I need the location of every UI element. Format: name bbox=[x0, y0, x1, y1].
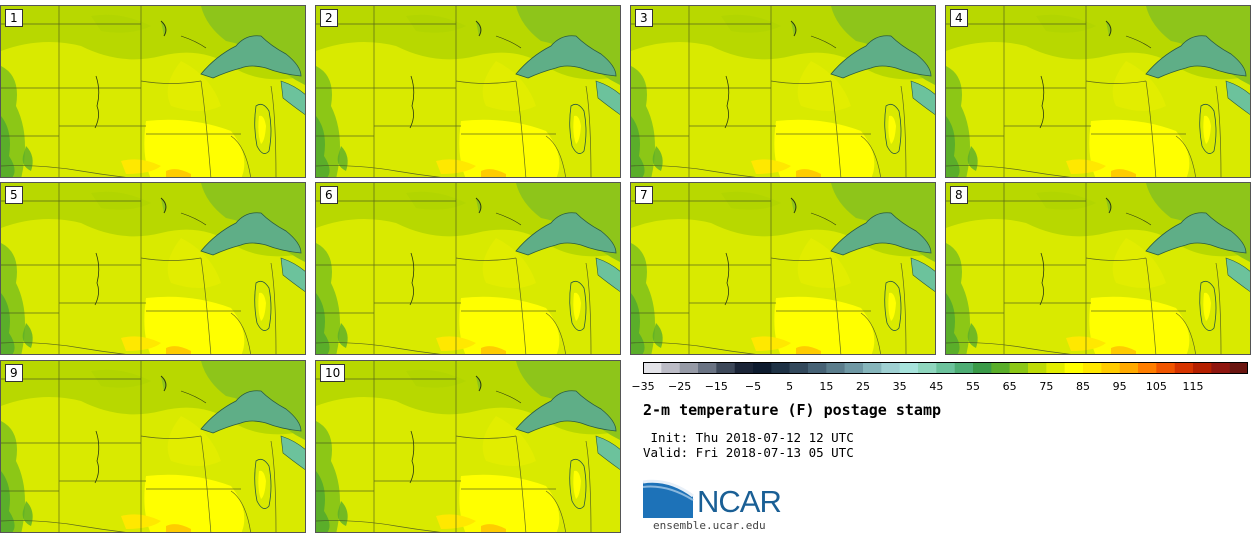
colorbar-segment bbox=[771, 362, 790, 374]
colorbar-segment bbox=[1028, 362, 1047, 374]
postage-stamp-panel: 1 bbox=[0, 5, 306, 178]
colorbar-segment bbox=[863, 362, 882, 374]
postage-stamp-panel: 9 bbox=[0, 360, 306, 533]
init-time: Init: Thu 2018-07-12 12 UTC bbox=[643, 430, 854, 445]
colorbar-tick: 85 bbox=[1076, 380, 1090, 393]
colorbar-segment bbox=[1083, 362, 1102, 374]
colorbar-segment bbox=[661, 362, 680, 374]
colorbar-segment bbox=[973, 362, 992, 374]
colorbar-segment bbox=[698, 362, 717, 374]
colorbar-segment bbox=[1101, 362, 1120, 374]
colorbar-segment bbox=[643, 362, 662, 374]
colorbar-segment bbox=[936, 362, 955, 374]
colorbar-segment bbox=[1046, 362, 1065, 374]
postage-stamp-panel: 5 bbox=[0, 182, 306, 355]
colorbar-segment bbox=[716, 362, 735, 374]
colorbar-tick: 95 bbox=[1112, 380, 1127, 393]
member-label: 4 bbox=[950, 9, 968, 27]
postage-stamp-panel: 2 bbox=[315, 5, 621, 178]
member-label: 5 bbox=[5, 186, 23, 204]
colorbar-tick: 105 bbox=[1145, 380, 1167, 393]
figure-title: 2-m temperature (F) postage stamp bbox=[643, 401, 942, 419]
postage-stamp-panel: 6 bbox=[315, 182, 621, 355]
temperature-colorbar bbox=[643, 362, 1248, 374]
colorbar-segment bbox=[991, 362, 1010, 374]
colorbar-segment bbox=[1138, 362, 1157, 374]
colorbar-segment bbox=[1156, 362, 1175, 374]
member-label: 8 bbox=[950, 186, 968, 204]
colorbar-segment bbox=[679, 362, 699, 374]
member-label: 6 bbox=[320, 186, 338, 204]
colorbar-segment bbox=[753, 362, 772, 374]
colorbar-tick: 115 bbox=[1182, 380, 1204, 393]
colorbar-tick: 25 bbox=[856, 380, 870, 393]
colorbar-tick: 15 bbox=[819, 380, 834, 393]
colorbar-tick: −25 bbox=[668, 380, 692, 393]
colorbar-segment bbox=[881, 362, 900, 374]
colorbar-segment bbox=[954, 362, 974, 374]
colorbar-tick: 75 bbox=[1039, 380, 1054, 393]
colorbar-segment bbox=[789, 362, 809, 374]
colorbar-segment bbox=[1193, 362, 1212, 374]
colorbar-tick: −5 bbox=[744, 380, 762, 393]
colorbar-segment bbox=[1174, 362, 1194, 374]
postage-stamp-panel: 3 bbox=[630, 5, 936, 178]
colorbar-segment bbox=[844, 362, 864, 374]
colorbar-segment bbox=[918, 362, 937, 374]
colorbar-segment bbox=[1009, 362, 1029, 374]
ncar-logo-icon bbox=[643, 479, 694, 518]
member-label: 1 bbox=[5, 9, 23, 27]
ncar-logo-text: NCAR bbox=[697, 484, 782, 519]
member-label: 10 bbox=[320, 364, 346, 382]
valid-time: Valid: Fri 2018-07-13 05 UTC bbox=[643, 445, 854, 460]
postage-stamp-panel: 10 bbox=[315, 360, 621, 533]
colorbar-segment bbox=[734, 362, 754, 374]
colorbar-segment bbox=[808, 362, 827, 374]
colorbar-tick: 35 bbox=[892, 380, 907, 393]
member-label: 9 bbox=[5, 364, 23, 382]
member-label: 3 bbox=[635, 9, 653, 27]
colorbar-tick: 55 bbox=[966, 380, 980, 393]
member-label: 7 bbox=[635, 186, 653, 204]
postage-stamp-panel: 4 bbox=[945, 5, 1251, 178]
colorbar-segment bbox=[1211, 362, 1230, 374]
colorbar-tick: −15 bbox=[704, 380, 728, 393]
colorbar-segment bbox=[899, 362, 919, 374]
colorbar-tick: 65 bbox=[1002, 380, 1017, 393]
postage-stamp-panel: 7 bbox=[630, 182, 936, 355]
colorbar-tick: 45 bbox=[929, 380, 944, 393]
postage-stamp-panel: 8 bbox=[945, 182, 1251, 355]
colorbar-segment bbox=[1064, 362, 1084, 374]
colorbar-tick: 5 bbox=[786, 380, 794, 393]
ensemble-url: ensemble.ucar.edu bbox=[653, 519, 766, 532]
colorbar-segment bbox=[826, 362, 845, 374]
colorbar-segment bbox=[1119, 362, 1139, 374]
colorbar-tick: −35 bbox=[631, 380, 655, 393]
colorbar-segment bbox=[1229, 362, 1248, 374]
member-label: 2 bbox=[320, 9, 338, 27]
